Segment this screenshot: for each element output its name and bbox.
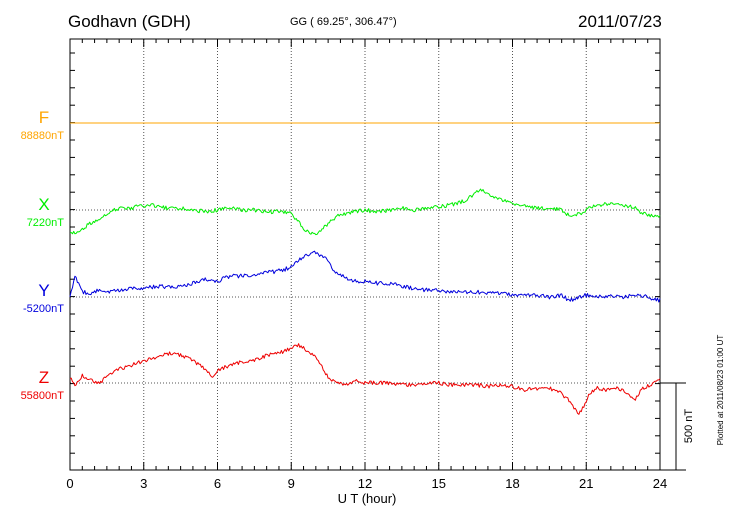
- x-tick-label: 6: [214, 476, 221, 491]
- series-labels: F 88880nT X 7220nT Y -5200nT Z 55800nT: [21, 108, 65, 402]
- series-name-y: Y: [38, 281, 49, 300]
- station-coords: GG ( 69.25°, 306.47°): [290, 16, 397, 28]
- x-tick-label: 3: [140, 476, 147, 491]
- series-line-z: [69, 343, 661, 415]
- series-group: [69, 122, 661, 415]
- series-line-x: [70, 188, 661, 236]
- series-name-x: X: [38, 195, 49, 214]
- series-baseline-x: 7220nT: [27, 217, 65, 229]
- axis-ticks: [69, 39, 661, 470]
- x-tick-label: 12: [358, 476, 372, 491]
- scale-bar-label: 500 nT: [683, 409, 695, 444]
- x-axis-label: U T (hour): [338, 491, 397, 506]
- x-tick-label: 0: [66, 476, 73, 491]
- plotted-at-note: Plotted at 2011/08/23 01:00 UT: [716, 335, 725, 446]
- x-tick-label: 21: [579, 476, 593, 491]
- grid: [70, 39, 660, 470]
- series-line-y: [69, 250, 661, 303]
- series-baseline-y: -5200nT: [23, 303, 64, 315]
- plot-date: 2011/07/23: [578, 12, 662, 31]
- x-tick-label: 9: [288, 476, 295, 491]
- x-tick-label: 15: [432, 476, 446, 491]
- x-tick-labels: 0 3 6 9 12 15 18 21 24: [66, 476, 667, 491]
- scale-bar: 500 nT: [660, 382, 695, 471]
- plot-frame: [69, 38, 661, 471]
- series-name-f: F: [39, 108, 49, 127]
- series-baseline-z: 55800nT: [21, 390, 65, 402]
- series-name-z: Z: [39, 368, 49, 387]
- station-title: Godhavn (GDH): [68, 12, 191, 31]
- series-baseline-f: 88880nT: [21, 130, 65, 142]
- x-tick-label: 18: [505, 476, 519, 491]
- x-tick-label: 24: [653, 476, 667, 491]
